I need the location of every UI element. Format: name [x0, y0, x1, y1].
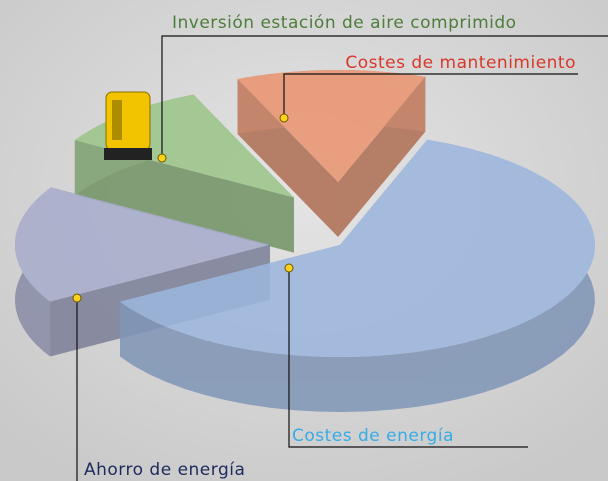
- slice: [120, 139, 595, 412]
- leader-line: [161, 35, 608, 158]
- label: Costes de mantenimiento: [345, 53, 576, 73]
- leader-line: [288, 268, 528, 448]
- dot: [157, 153, 167, 163]
- label: Ahorro de energía: [84, 460, 245, 480]
- dot: [279, 113, 289, 123]
- slice-top: [15, 187, 271, 302]
- leaders: [76, 35, 608, 481]
- dot: [72, 293, 82, 303]
- dot: [284, 263, 294, 273]
- leader-line: [283, 73, 578, 118]
- label: Costes de energía: [292, 426, 454, 446]
- slice-top: [120, 139, 595, 357]
- slice-rim: [120, 139, 595, 412]
- compressor-icon: [104, 91, 152, 160]
- label: Inversión estación de aire comprimido: [172, 13, 517, 33]
- dots: [72, 113, 294, 303]
- slice-side: [74, 140, 294, 253]
